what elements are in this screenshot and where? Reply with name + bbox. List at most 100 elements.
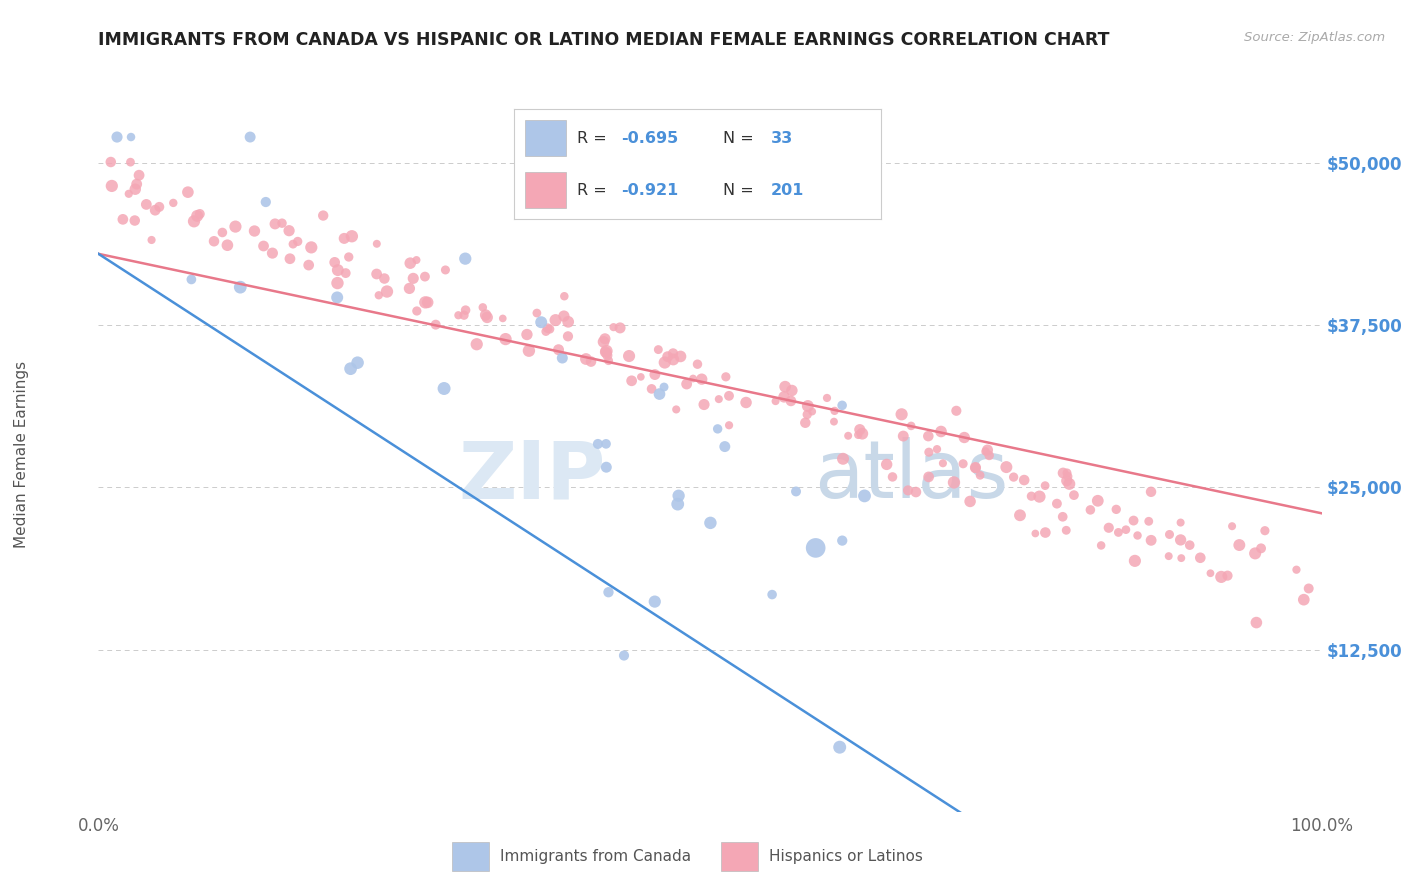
Point [373, 271, 395, 285]
Point [287, 235, 309, 249]
Point [797, 399, 820, 413]
Point [399, 256, 422, 270]
Point [1021, 489, 1043, 503]
Point [668, 489, 690, 503]
Point [851, 426, 873, 441]
Point [890, 407, 912, 421]
Point [402, 271, 425, 285]
Text: Median Female Earnings: Median Female Earnings [14, 361, 28, 549]
Point [516, 327, 538, 342]
Point [434, 263, 457, 277]
Point [553, 309, 575, 323]
Point [1105, 502, 1128, 516]
Point [447, 308, 470, 322]
Point [917, 470, 939, 484]
Bar [721, 842, 758, 871]
Point [101, 178, 124, 193]
Point [609, 321, 631, 335]
Point [1189, 550, 1212, 565]
Point [917, 429, 939, 443]
Point [804, 541, 827, 555]
Text: IMMIGRANTS FROM CANADA VS HISPANIC OR LATINO MEDIAN FEMALE EARNINGS CORRELATION : IMMIGRANTS FROM CANADA VS HISPANIC OR LA… [98, 31, 1109, 49]
Text: Source: ZipAtlas.com: Source: ZipAtlas.com [1244, 31, 1385, 45]
Point [1033, 478, 1056, 492]
Point [177, 185, 200, 199]
Point [551, 351, 574, 365]
Point [773, 379, 796, 393]
Point [965, 460, 987, 475]
Point [262, 246, 284, 260]
Point [662, 346, 685, 360]
Point [298, 258, 321, 272]
Point [162, 195, 184, 210]
Point [1056, 474, 1078, 488]
Point [271, 216, 294, 230]
Text: -0.921: -0.921 [620, 183, 678, 198]
Point [278, 252, 301, 266]
Point [815, 391, 838, 405]
Bar [526, 120, 565, 156]
Point [120, 130, 142, 145]
Point [1170, 551, 1192, 566]
Point [1292, 592, 1315, 607]
Point [714, 369, 737, 384]
Bar [451, 842, 489, 871]
Point [1140, 533, 1163, 548]
Point [188, 207, 211, 221]
Point [682, 371, 704, 385]
Point [595, 344, 617, 359]
Point [785, 484, 807, 499]
Point [135, 197, 157, 211]
Point [454, 303, 477, 318]
Point [1024, 526, 1046, 541]
Point [706, 422, 728, 436]
Point [1052, 509, 1074, 524]
Point [224, 219, 246, 234]
Point [828, 740, 851, 755]
Point [613, 648, 636, 663]
Point [1244, 546, 1267, 560]
Point [801, 404, 824, 418]
Point [853, 489, 876, 503]
Point [665, 402, 688, 417]
Point [666, 497, 689, 511]
Point [217, 238, 239, 252]
Point [652, 380, 675, 394]
Point [553, 289, 575, 303]
Text: N =: N = [724, 183, 759, 198]
Point [1211, 570, 1233, 584]
Point [586, 437, 609, 451]
Point [579, 354, 602, 368]
Point [932, 456, 955, 470]
Point [1157, 549, 1180, 563]
Point [1250, 541, 1272, 556]
Point [595, 437, 617, 451]
Point [965, 461, 987, 475]
Point [654, 355, 676, 369]
Point [1115, 523, 1137, 537]
Point [254, 194, 277, 209]
Point [707, 392, 730, 406]
Point [1012, 473, 1035, 487]
Point [617, 349, 640, 363]
Point [974, 444, 997, 458]
Point [596, 348, 619, 362]
Point [465, 337, 488, 351]
Point [243, 224, 266, 238]
Point [644, 594, 666, 608]
Point [366, 267, 388, 281]
Point [765, 394, 787, 409]
Point [475, 310, 498, 325]
Point [882, 470, 904, 484]
Point [100, 155, 122, 169]
Point [375, 285, 398, 299]
Point [693, 398, 716, 412]
Point [929, 425, 952, 439]
Point [229, 280, 252, 294]
Point [699, 516, 721, 530]
Point [1254, 524, 1277, 538]
Point [593, 332, 616, 346]
Point [202, 234, 225, 248]
Point [326, 263, 349, 277]
Point [1123, 554, 1146, 568]
